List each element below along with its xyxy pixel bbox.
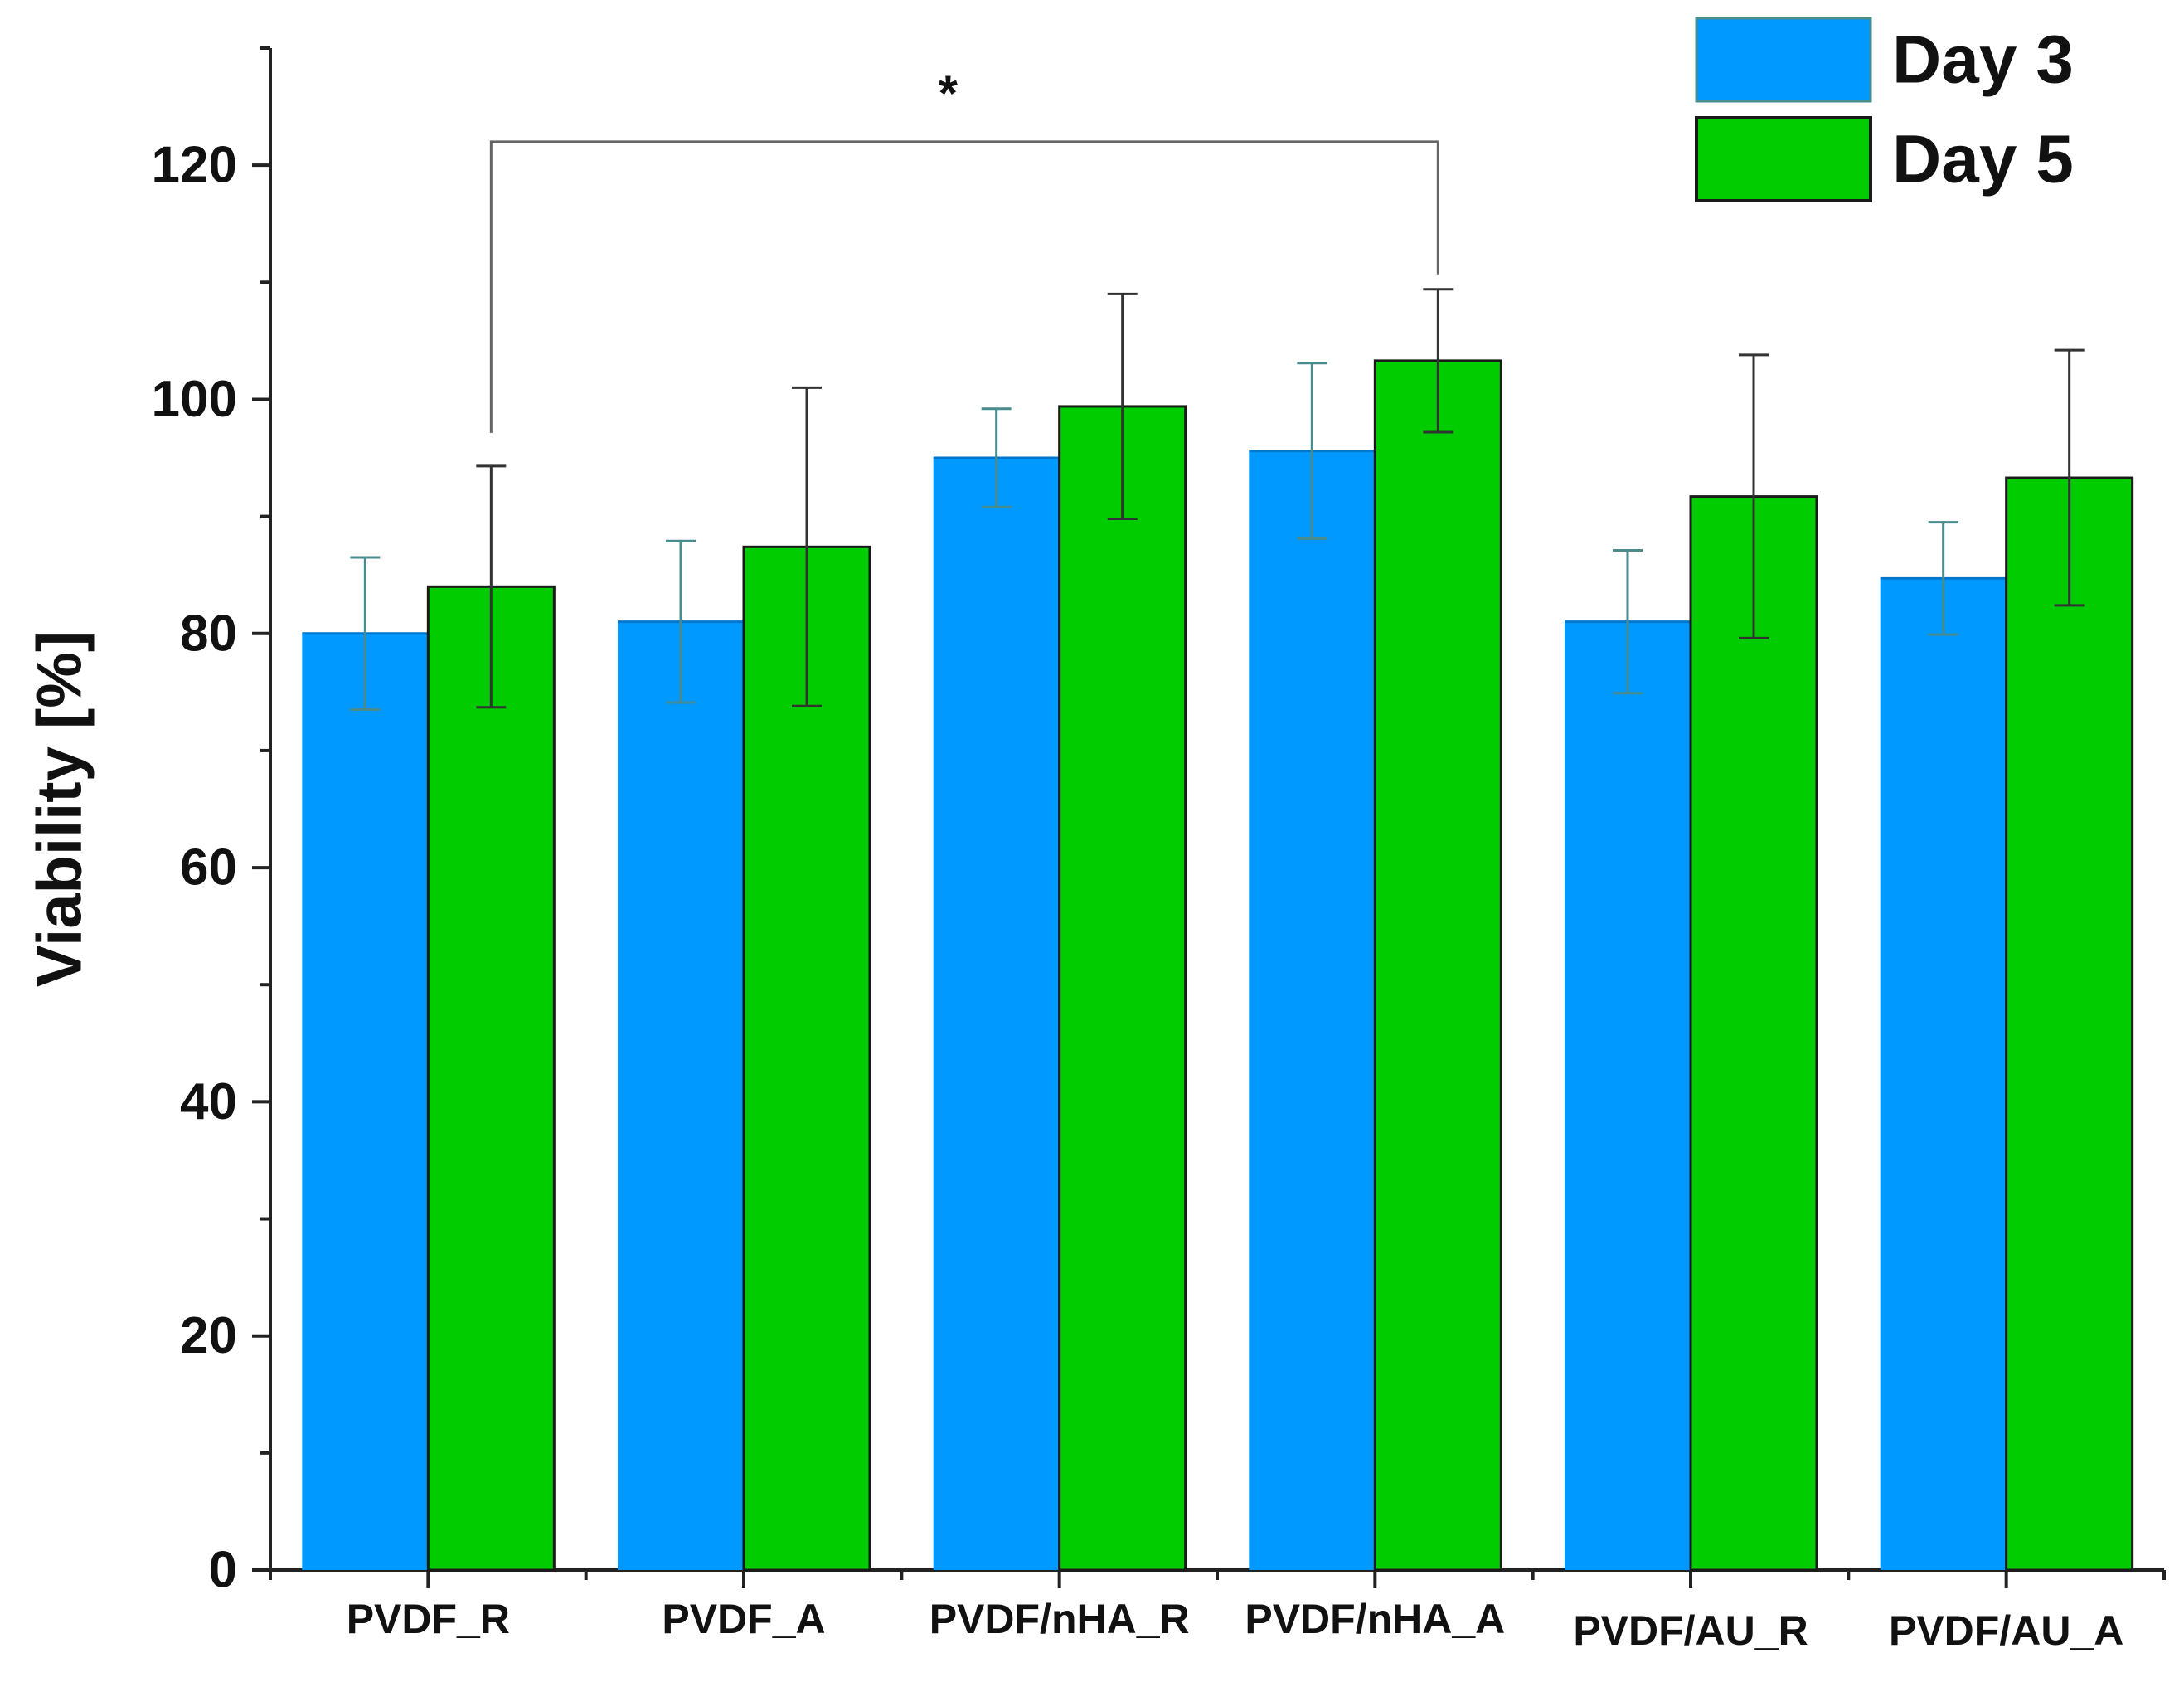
x-tick-label-pvdf-a: PVDF_A (662, 1596, 825, 1642)
legend-swatch-day-3 (1695, 17, 1872, 103)
y-tick-label: 20 (180, 1307, 237, 1364)
bar-day-3-pvdf-r (302, 633, 429, 1570)
y-tick-label: 80 (180, 605, 237, 662)
bar-day-5-pvdf-au-a (2005, 476, 2134, 1572)
legend-label-day-5: Day 5 (1892, 122, 2074, 197)
y-tick-label: 40 (180, 1073, 237, 1130)
x-tick-label-pvdf-nha-r: PVDF/nHA_R (929, 1596, 1190, 1642)
error-bars (350, 288, 2085, 712)
x-tick-label-pvdf-r: PVDF_R (347, 1596, 510, 1642)
bar-day-3-pvdf-nha-a (1249, 450, 1376, 1570)
bar-day-3-pvdf-a (618, 621, 744, 1571)
bar-day-5-pvdf-au-r (1689, 495, 1818, 1572)
significance-bracket (489, 140, 1439, 433)
x-tick-label-pvdf-nha-a: PVDF/nHA_A (1245, 1596, 1505, 1642)
y-tick-label: 100 (152, 371, 237, 428)
legend-swatch-day-5 (1695, 116, 1872, 202)
axes: 0 20 40 60 80 100 120 PVDF_R PVDF_A PVDF/nHA_R PVD… (152, 46, 2166, 1654)
y-tick-label: 60 (180, 839, 237, 897)
y-tick-label: 120 (152, 137, 237, 194)
significance-star: * (939, 66, 959, 121)
significance-annotations: * (489, 66, 1439, 433)
bar-day-3-pvdf-nha-r (933, 458, 1060, 1570)
legend: Day 3 Day 5 (1695, 17, 2074, 202)
x-tick-label-pvdf-au-r: PVDF/AU_R (1573, 1607, 1808, 1654)
legend-label-day-3: Day 3 (1892, 22, 2074, 98)
bar-day-3-pvdf-au-a (1880, 578, 2007, 1570)
bars (302, 359, 2134, 1572)
bar-day-5-pvdf-nha-r (1058, 405, 1187, 1572)
x-tick-label-pvdf-au-a: PVDF/AU_A (1889, 1607, 2123, 1654)
bar-day-5-pvdf-r (426, 585, 556, 1572)
bar-day-5-pvdf-a (742, 545, 871, 1572)
bar-day-5-pvdf-nha-a (1373, 359, 1502, 1572)
y-axis-title: Viability [%] (25, 631, 95, 987)
bar-day-3-pvdf-au-r (1565, 621, 1691, 1571)
y-tick-label: 0 (209, 1542, 237, 1599)
